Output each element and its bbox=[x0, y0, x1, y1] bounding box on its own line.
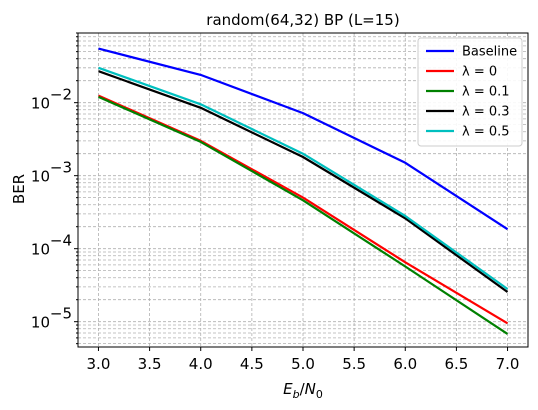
y-tick-label: 10 bbox=[31, 314, 50, 332]
legend-label: λ = 0.1 bbox=[462, 85, 510, 100]
x-tick-label: 3.0 bbox=[87, 355, 111, 373]
x-tick-label: 6.0 bbox=[393, 355, 417, 373]
legend-label: λ = 0.3 bbox=[462, 105, 510, 120]
y-axis-title: BER bbox=[10, 174, 28, 204]
y-tick-exponent: −3 bbox=[50, 159, 72, 177]
axis-ticks: 3.0 3.5 4.0 4.5 5.0 5.5 6.0 6.5 7.010 −510 −410 −31… bbox=[31, 32, 520, 373]
series-line bbox=[98, 70, 509, 293]
x-tick-label: 7.0 bbox=[496, 355, 520, 373]
x-axis-title: Eb/N0 bbox=[283, 380, 323, 401]
chart-title: random(64,32) BP (L=15) bbox=[206, 11, 399, 29]
x-tick-label: 4.5 bbox=[240, 355, 264, 373]
legend-label: λ = 0.5 bbox=[462, 125, 510, 140]
legend: Baseline λ = 0 λ = 0.1 λ = 0.3 λ = 0.5 bbox=[417, 37, 523, 147]
y-tick-label: 10 bbox=[31, 168, 50, 186]
y-tick-exponent: −2 bbox=[50, 86, 72, 104]
series-line bbox=[98, 95, 509, 335]
x-tick-label: 3.5 bbox=[138, 355, 162, 373]
y-tick-exponent: −5 bbox=[50, 305, 72, 323]
legend-box bbox=[417, 37, 523, 147]
x-tick-label: 5.0 bbox=[291, 355, 315, 373]
y-tick-label: 10 bbox=[31, 95, 50, 113]
x-tick-label: 5.5 bbox=[342, 355, 366, 373]
y-tick-label: 10 bbox=[31, 241, 50, 259]
series-line bbox=[98, 66, 509, 290]
legend-label: Baseline bbox=[462, 45, 517, 60]
series-lines bbox=[98, 47, 509, 335]
x-tick-label: 4.0 bbox=[189, 355, 213, 373]
x-tick-label: 6.5 bbox=[444, 355, 468, 373]
legend-label: λ = 0 bbox=[462, 65, 497, 80]
series-line bbox=[98, 47, 509, 231]
y-tick-exponent: −4 bbox=[50, 232, 72, 250]
